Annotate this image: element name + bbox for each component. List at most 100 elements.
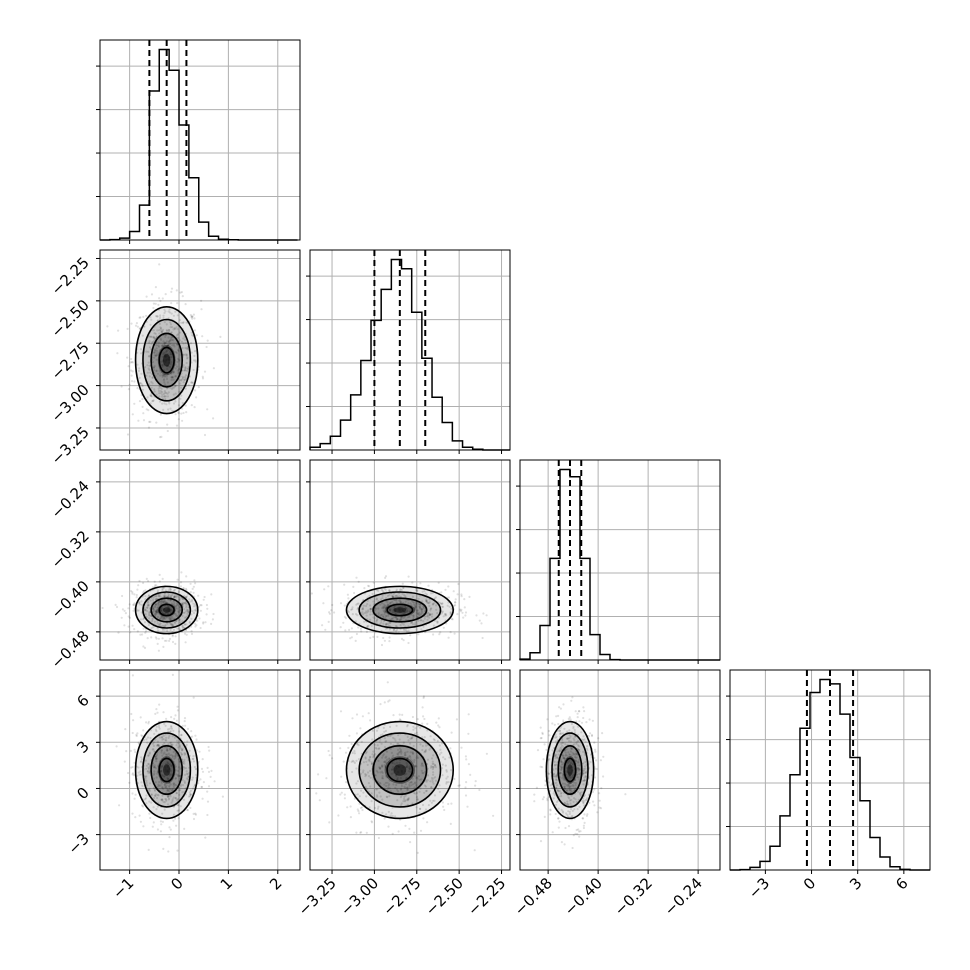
sample-point xyxy=(461,611,464,614)
sample-point xyxy=(599,759,603,762)
sample-point xyxy=(450,617,453,621)
sample-point xyxy=(449,631,452,634)
sample-point xyxy=(195,738,198,741)
sample-point xyxy=(395,588,398,591)
sample-point xyxy=(588,718,591,721)
sample-point xyxy=(480,622,483,625)
sample-point xyxy=(544,784,547,787)
sample-point xyxy=(205,345,208,349)
sample-point xyxy=(182,376,185,379)
sample-point xyxy=(194,622,197,625)
sample-point xyxy=(543,815,546,819)
sample-point xyxy=(161,375,164,378)
sample-point xyxy=(153,580,156,583)
sample-point xyxy=(146,606,149,609)
sample-point xyxy=(355,576,358,579)
sample-point xyxy=(546,718,549,721)
sample-point xyxy=(131,674,134,677)
sample-point xyxy=(535,786,539,789)
sample-point xyxy=(169,608,172,611)
sample-point xyxy=(168,826,171,829)
sample-point xyxy=(144,613,147,616)
sample-point xyxy=(156,609,159,612)
sample-point xyxy=(442,615,445,618)
sample-point xyxy=(208,749,211,752)
sample-point xyxy=(408,610,411,613)
sample-point xyxy=(406,610,409,613)
sample-point xyxy=(170,361,173,364)
sample-point xyxy=(171,375,174,379)
sample-point xyxy=(203,595,206,599)
sample-point xyxy=(159,436,162,439)
sample-point xyxy=(137,741,140,744)
sample-point xyxy=(327,749,330,753)
x-tick-label: 1 xyxy=(217,874,236,893)
sample-point xyxy=(151,825,154,828)
sample-point xyxy=(152,329,155,332)
sample-point xyxy=(164,391,167,394)
sample-point xyxy=(177,817,180,820)
sample-point xyxy=(163,612,166,616)
sample-point xyxy=(430,615,434,618)
sample-point xyxy=(558,820,561,823)
sample-point xyxy=(357,810,360,813)
sample-point xyxy=(186,367,190,370)
sample-point xyxy=(177,368,180,371)
sample-point xyxy=(191,315,194,318)
sample-point xyxy=(598,806,601,809)
sample-point xyxy=(375,620,378,623)
sample-point xyxy=(174,375,177,378)
sample-point xyxy=(173,588,176,591)
sample-point xyxy=(161,588,164,592)
sample-point xyxy=(141,398,144,401)
sample-point xyxy=(155,315,158,318)
sample-point xyxy=(115,605,119,609)
sample-point xyxy=(177,404,180,407)
sample-point xyxy=(443,808,446,812)
sample-point xyxy=(398,599,401,602)
sample-point xyxy=(482,612,485,615)
sample-point xyxy=(161,365,164,368)
sample-point xyxy=(168,836,171,839)
sample-point xyxy=(165,350,168,353)
sample-point xyxy=(181,375,184,378)
sample-point xyxy=(166,395,170,398)
sample-point xyxy=(155,584,158,587)
sample-point xyxy=(339,747,342,750)
sample-point xyxy=(350,742,353,746)
sample-point xyxy=(131,731,134,735)
sample-point xyxy=(158,604,161,607)
sample-point xyxy=(165,639,168,642)
sample-point xyxy=(174,363,177,366)
sample-point xyxy=(163,395,166,398)
sample-point xyxy=(443,613,446,616)
sample-point xyxy=(167,343,170,346)
sample-point xyxy=(181,620,184,623)
sample-point xyxy=(159,595,162,598)
sample-point xyxy=(145,615,148,619)
sample-point xyxy=(131,792,134,795)
sample-point xyxy=(155,369,158,372)
sample-point xyxy=(145,721,148,724)
sample-point xyxy=(176,343,179,346)
sample-point xyxy=(153,354,156,357)
sample-point xyxy=(154,603,158,607)
sample-point xyxy=(174,413,177,416)
sample-point xyxy=(166,344,169,348)
y-tick-label: −0.32 xyxy=(48,527,93,572)
sample-point xyxy=(463,606,466,609)
sample-point xyxy=(342,760,345,763)
sample-point xyxy=(185,608,188,611)
sample-point xyxy=(149,402,152,405)
sample-point xyxy=(169,407,172,410)
sample-point xyxy=(564,826,567,830)
sample-point xyxy=(568,716,571,719)
sample-point xyxy=(155,421,158,424)
sample-point xyxy=(353,591,356,595)
sample-point xyxy=(150,394,153,398)
sample-point xyxy=(170,312,173,315)
sample-point xyxy=(201,377,205,380)
sample-point xyxy=(157,353,160,357)
sample-point xyxy=(170,602,173,605)
sample-point xyxy=(146,637,149,640)
